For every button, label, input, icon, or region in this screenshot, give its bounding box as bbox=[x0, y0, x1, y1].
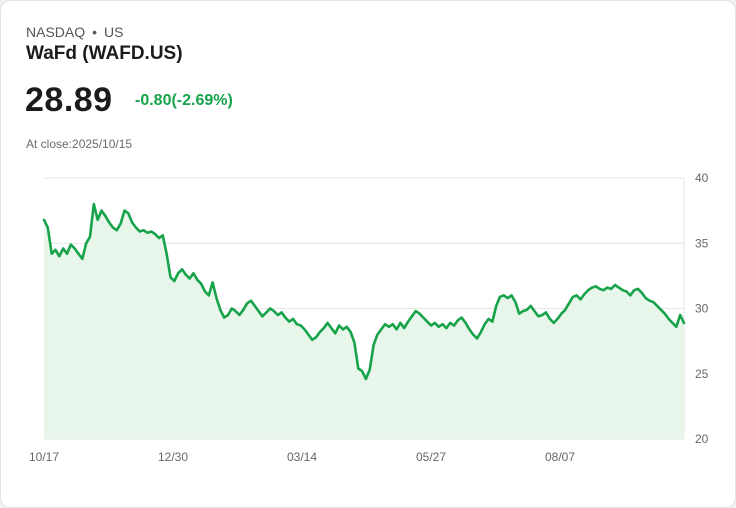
x-tick-label: 03/14 bbox=[287, 450, 317, 464]
y-tick-label: 25 bbox=[695, 367, 709, 381]
separator-dot: • bbox=[92, 24, 98, 40]
x-tick-label: 12/30 bbox=[158, 450, 188, 464]
x-tick-label: 08/07 bbox=[545, 450, 575, 464]
stock-title: WaFd (WAFD.US) bbox=[26, 43, 183, 64]
y-tick-label: 20 bbox=[695, 432, 709, 446]
price-line bbox=[42, 202, 686, 381]
current-price: 28.89 bbox=[25, 81, 113, 119]
x-tick-label: 10/17 bbox=[29, 450, 59, 464]
price-chart: 20 25 30 35 40 10/17 12/30 03/14 05/27 08/07 bbox=[29, 171, 709, 464]
price-area bbox=[44, 204, 684, 439]
y-tick-label: 40 bbox=[695, 171, 709, 185]
x-tick-label: 05/27 bbox=[416, 450, 446, 464]
close-date: At close:2025/10/15 bbox=[26, 137, 133, 151]
price-change: -0.80(-2.69%) bbox=[135, 92, 233, 109]
region-label: US bbox=[104, 24, 124, 40]
y-tick-label: 35 bbox=[695, 236, 709, 250]
y-tick-label: 30 bbox=[695, 302, 709, 316]
exchange-label: NASDAQ bbox=[26, 24, 86, 40]
exchange-line: NASDAQ • US bbox=[26, 24, 123, 40]
